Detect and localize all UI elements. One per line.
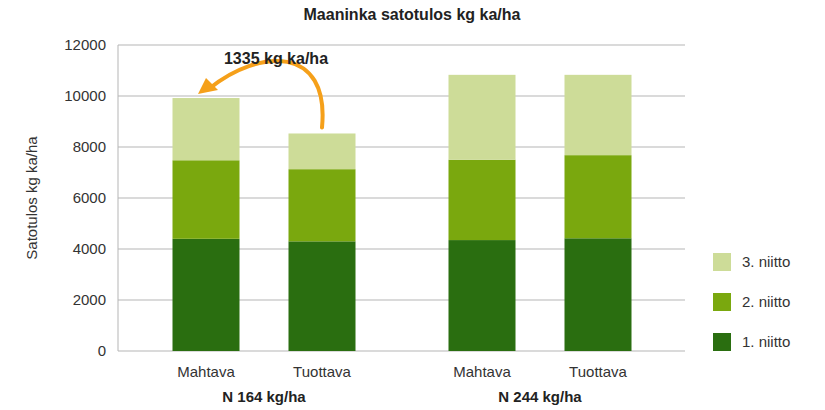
y-tick-label: 6000 — [73, 189, 106, 206]
bar-segment — [449, 75, 516, 160]
legend-swatch — [713, 333, 731, 351]
bar-segment — [173, 239, 240, 351]
bar-segment — [289, 241, 356, 351]
y-axis-line — [118, 45, 119, 351]
legend-label: 3. niitto — [742, 253, 790, 270]
bar-segment — [449, 240, 516, 351]
bar-segment — [565, 75, 632, 155]
y-tick-label: 4000 — [73, 240, 106, 257]
x-tick-label: Tuottava — [569, 363, 627, 380]
bar-segment — [289, 133, 356, 169]
x-tick-label: Mahtava — [177, 363, 235, 380]
grid-line — [118, 45, 685, 46]
y-tick-label: 0 — [98, 342, 106, 359]
group-label: N 164 kg/ha — [222, 388, 306, 405]
bar-segment — [449, 160, 516, 240]
group-label: N 244 kg/ha — [498, 388, 582, 405]
bar-segment — [289, 169, 356, 241]
bar-segment — [173, 160, 240, 239]
bar-segment — [173, 98, 240, 160]
y-tick-label: 12000 — [64, 36, 106, 53]
annotation: 1335 kg ka/ha — [224, 50, 328, 67]
y-tick-label: 2000 — [73, 291, 106, 308]
legend-label: 2. niitto — [742, 293, 790, 310]
legend-label: 1. niitto — [742, 333, 790, 350]
bars — [173, 75, 632, 351]
y-tick-label: 10000 — [64, 87, 106, 104]
chart: Maaninka satotulos kg ka/ha Satotulos kg … — [0, 0, 825, 410]
annotation-arrowhead — [198, 78, 218, 94]
x-tick-label: Tuottava — [293, 363, 351, 380]
y-tick-label: 8000 — [73, 138, 106, 155]
annotation-arrow — [210, 61, 323, 128]
title: Maaninka satotulos kg ka/ha — [304, 6, 521, 23]
legend-swatch — [713, 293, 731, 311]
y-axis-label: Satotulos kg ka/ha — [23, 136, 40, 260]
bar-segment — [565, 155, 632, 238]
x-tick-label: Mahtava — [453, 363, 511, 380]
legend-swatch — [713, 253, 731, 271]
bar-segment — [565, 238, 632, 351]
